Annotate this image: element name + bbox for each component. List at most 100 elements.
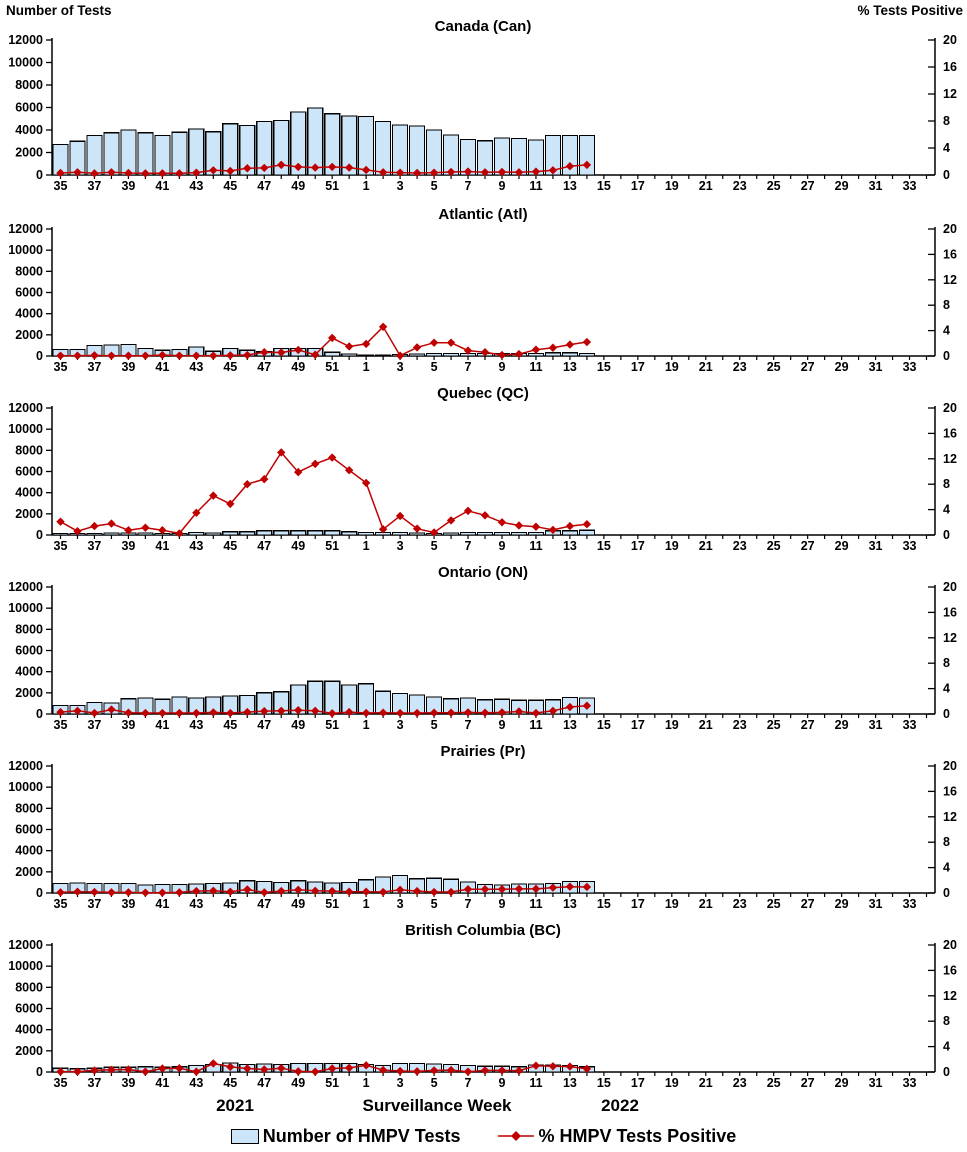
x-tick-label: 37	[87, 897, 101, 911]
right-tick-label: 0	[943, 349, 950, 363]
x-tick-label: 17	[631, 718, 645, 732]
x-tick-label: 49	[291, 718, 305, 732]
x-tick-label: 51	[325, 539, 339, 553]
x-tick-label: 21	[699, 179, 713, 193]
diamond-marker	[141, 888, 150, 897]
diamond-marker	[344, 466, 354, 475]
x-tick-label: 17	[631, 897, 645, 911]
diamond-marker	[192, 351, 201, 360]
bar	[544, 135, 562, 176]
right-tick-label: 12	[943, 631, 957, 645]
x-tick-label: 5	[431, 897, 438, 911]
panel-canada-can-chart: Number of Tests % Tests Positive Canada (C…	[6, 3, 963, 193]
diamond-marker	[327, 453, 337, 462]
right-axis: 0 4 8 12 16 20	[928, 401, 957, 542]
left-axis-title: Number of Tests	[6, 3, 112, 18]
left-tick-label: 8000	[15, 622, 43, 636]
diamond-marker	[90, 351, 99, 360]
x-tick-label: 41	[155, 539, 169, 553]
bar	[527, 531, 545, 536]
right-tick-label: 0	[943, 1065, 950, 1079]
diamond-marker	[158, 708, 167, 718]
x-tick-label: 15	[597, 897, 611, 911]
right-tick-label: 8	[943, 477, 950, 491]
panel-british-columbia-bc-chart: British Columbia (BC)0200040006000800010…	[8, 922, 957, 1090]
x-tick-label: 33	[903, 539, 917, 553]
x-axis-title: Surveillance Week	[362, 1096, 512, 1115]
diamond-marker	[531, 522, 541, 531]
left-axis: 0 2000 4000 6000 8000 10000 12000	[8, 759, 53, 900]
right-tick-label: 16	[943, 60, 957, 74]
left-tick-label: 10000	[8, 422, 43, 436]
x-tick-label: 19	[665, 718, 679, 732]
x-tick-label: 27	[801, 897, 815, 911]
diamond-marker	[565, 882, 575, 891]
x-tick-label: 31	[869, 179, 883, 193]
panel-title: Canada (Can)	[435, 18, 532, 35]
diamond-marker	[548, 525, 558, 535]
x-tick-label: 47	[257, 1076, 271, 1090]
diamond-marker	[480, 168, 490, 177]
bar	[392, 124, 409, 176]
diamond-marker	[378, 708, 388, 717]
x-tick-label: 3	[397, 360, 404, 374]
x-tick-label: 49	[291, 539, 305, 553]
legend-bar-swatch-icon	[230, 1128, 259, 1144]
bar	[510, 531, 528, 536]
x-tick-label: 23	[733, 539, 747, 553]
x-tick-label: 41	[155, 360, 169, 374]
diamond-marker	[141, 523, 150, 532]
pct-positive-markers	[56, 322, 592, 360]
panel-title: Ontario (ON)	[438, 564, 528, 581]
x-tick-label: 23	[733, 360, 747, 374]
bar	[154, 135, 171, 176]
x-tick-label: 35	[54, 1076, 68, 1090]
diamond-marker	[361, 478, 371, 488]
diamond-marker	[497, 884, 507, 894]
x-tick-label: 47	[257, 897, 271, 911]
x-tick-label: 15	[597, 1076, 611, 1090]
diamond-marker	[480, 884, 490, 894]
left-tick-label: 0	[36, 168, 43, 182]
left-tick-label: 10000	[8, 243, 43, 257]
diamond-marker	[209, 351, 218, 360]
left-tick-label: 4000	[15, 123, 43, 137]
bar	[442, 532, 460, 536]
bar	[239, 531, 256, 536]
bar	[324, 530, 341, 536]
x-tick-label: 5	[431, 179, 438, 193]
bar	[408, 532, 426, 536]
diamond-marker	[565, 702, 575, 712]
diamond-marker	[124, 888, 133, 897]
diamond-marker	[90, 521, 99, 531]
right-tick-label: 12	[943, 273, 957, 287]
x-tick-label: 11	[529, 1076, 542, 1090]
x-tick-label: 33	[903, 897, 917, 911]
diamond-marker	[548, 1062, 558, 1071]
diamond-marker	[378, 322, 388, 331]
bar	[52, 532, 69, 536]
panel-ontario-on-chart: Ontario (ON)0200040006000800010000120000…	[8, 564, 957, 732]
right-tick-label: 8	[943, 656, 950, 670]
x-tick-label: 33	[903, 718, 917, 732]
right-tick-label: 16	[943, 784, 957, 798]
x-tick-label: 51	[325, 179, 339, 193]
bar	[358, 531, 375, 536]
diamond-marker	[243, 350, 252, 360]
panel-title: Atlantic (Atl)	[438, 206, 527, 223]
bar	[86, 135, 103, 176]
diamond-marker	[429, 168, 439, 177]
diamond-marker	[294, 1067, 303, 1076]
diamond-marker	[429, 338, 439, 347]
diamond-marker	[277, 348, 286, 357]
diamond-marker	[395, 168, 405, 177]
bar	[239, 124, 256, 176]
x-tick-label: 5	[431, 1076, 438, 1090]
diamond-marker	[514, 1066, 524, 1075]
right-tick-label: 12	[943, 810, 957, 824]
x-tick-label: 3	[397, 897, 404, 911]
left-tick-label: 10000	[8, 601, 43, 615]
x-tick-label: 47	[257, 360, 271, 374]
bar	[358, 354, 375, 357]
x-tick-label: 37	[87, 1076, 101, 1090]
